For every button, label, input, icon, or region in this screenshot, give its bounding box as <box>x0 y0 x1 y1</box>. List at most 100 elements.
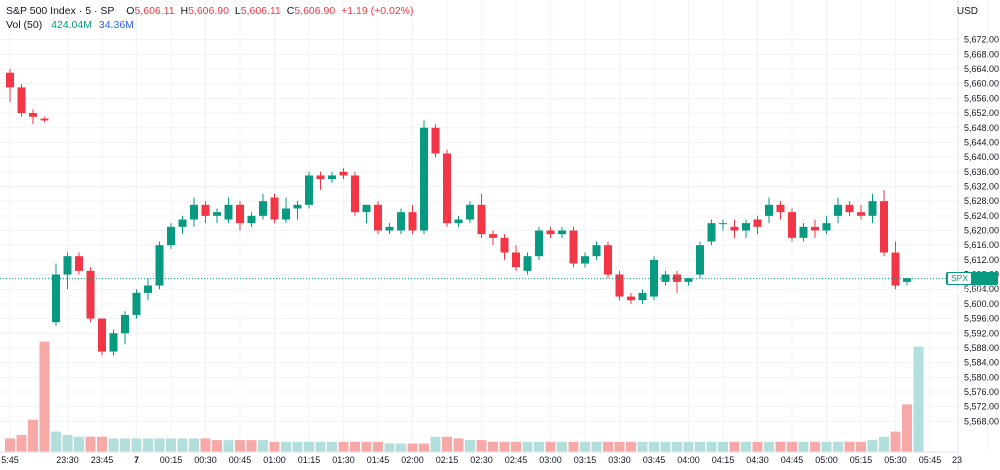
volume-bar-35 <box>407 443 418 452</box>
price-tick-label-4: 5,584.00 <box>964 358 999 368</box>
volume-bar-58 <box>672 441 682 452</box>
volume-bar-44 <box>511 441 521 452</box>
volume-bar-7 <box>85 436 96 452</box>
volume-bar-1 <box>16 435 27 452</box>
time-tick-label-22: 04:45 <box>781 455 804 465</box>
low-value: 5,606.11 <box>240 5 281 17</box>
candle-body-37 <box>431 127 440 154</box>
candle-body-34 <box>397 212 405 231</box>
candle-body-53 <box>615 274 624 297</box>
volume-bar-4 <box>51 431 61 452</box>
candle-body-68 <box>788 212 796 238</box>
candle-body-44 <box>512 252 520 268</box>
price-axis[interactable]: 5,568.00 5,572.00 5,576.00 5,580.00 5,584.00… <box>957 0 999 470</box>
candle-body-47 <box>546 230 555 235</box>
candle-body-17 <box>201 204 210 216</box>
time-tick-label-21: 04:30 <box>746 455 769 465</box>
time-tick-label-25: 05:30 <box>884 455 907 465</box>
candle-body-14 <box>167 226 175 246</box>
volume-ma-value: 34.36M <box>98 19 134 31</box>
price-tick-label-8: 5,600.00 <box>964 299 999 309</box>
price-tick-label-3: 5,580.00 <box>964 372 999 382</box>
candle-body-65 <box>753 219 762 227</box>
candle-body-40 <box>466 204 474 220</box>
time-tick-label-26: 05:45 <box>919 455 942 465</box>
candle-body-58 <box>673 274 681 282</box>
price-tick-label-5: 5,588.00 <box>964 343 999 353</box>
price-tick-label-20: 5,648.00 <box>964 123 999 133</box>
volume-bar-46 <box>534 441 544 452</box>
currency-label[interactable]: USD <box>956 6 978 17</box>
candle-body-25 <box>293 204 302 209</box>
candle-body-76 <box>880 201 888 253</box>
candle-body-27 <box>316 175 325 180</box>
price-tick-label-25: 5,668.00 <box>964 49 999 59</box>
candle-body-66 <box>765 204 773 216</box>
volume-bar-69 <box>798 441 809 452</box>
volume-bar-70 <box>810 441 820 452</box>
time-axis[interactable]: 5:45 23:30 23:45 7 00:15 00:30 00:45 01:00 01:15… <box>0 451 962 465</box>
candle-body-73 <box>845 204 854 213</box>
candle-body-22 <box>259 201 267 216</box>
candles <box>6 69 911 356</box>
candle-body-63 <box>730 226 739 231</box>
volume-bar-38 <box>442 436 452 452</box>
volume-bar-39 <box>453 438 464 452</box>
price-tick-label-24: 5,664.00 <box>964 64 999 74</box>
price-tick-label-26: 5,672.00 <box>964 35 999 45</box>
volume-bar-79 <box>913 346 924 452</box>
volume-bar-78 <box>902 404 912 452</box>
price-tick-label-21: 5,652.00 <box>964 108 999 118</box>
last-price-symbol: SPX <box>948 273 972 285</box>
time-tick-label-27: 23 <box>952 455 962 465</box>
volume-bar-41 <box>476 440 487 452</box>
chart-grid <box>0 0 988 452</box>
volume-bar-13 <box>154 438 165 452</box>
price-tick-label-9: 5,604.00 <box>964 284 999 294</box>
price-tick-label-19: 5,644.00 <box>964 137 999 147</box>
candle-body-74 <box>857 212 865 216</box>
time-tick-label-5: 00:30 <box>194 455 217 465</box>
volume-bar-12 <box>143 438 153 452</box>
change-value: +1.19 (+0.02%) <box>341 5 414 17</box>
candle-body-71 <box>822 223 831 231</box>
price-tick-label-13: 5,620.00 <box>964 226 999 236</box>
time-tick-label-8: 01:15 <box>298 455 321 465</box>
candle-body-61 <box>707 223 716 242</box>
chart-legend: S&P 500 Index · 5 · SP O5,606.11 H5,606.… <box>6 4 414 32</box>
volume-bar-23 <box>269 441 280 452</box>
volume-bar-20 <box>235 440 245 452</box>
volume-bars <box>5 341 924 452</box>
volume-bar-28 <box>327 441 337 452</box>
candle-body-0 <box>6 72 14 88</box>
volume-bar-8 <box>97 436 107 452</box>
volume-bar-61 <box>706 441 717 452</box>
volume-bar-63 <box>729 441 740 452</box>
volume-bar-26 <box>304 441 314 452</box>
candle-body-60 <box>696 245 704 275</box>
volume-bar-29 <box>338 441 349 452</box>
volume-bar-64 <box>741 441 751 452</box>
candle-body-70 <box>811 226 819 231</box>
candle-body-31 <box>362 204 371 213</box>
symbol-title[interactable]: S&P 500 Index · 5 · SP <box>6 5 115 17</box>
candle-body-9 <box>109 333 118 352</box>
candle-body-51 <box>592 245 601 257</box>
volume-bar-40 <box>465 440 475 452</box>
volume-bar-42 <box>488 441 498 452</box>
candle-body-19 <box>224 204 233 220</box>
volume-bar-34 <box>396 443 406 452</box>
candle-body-43 <box>500 237 509 253</box>
volume-bar-27 <box>315 441 326 452</box>
price-tick-label-12: 5,616.00 <box>964 240 999 250</box>
close-value: 5,606.90 <box>294 5 336 17</box>
volume-label[interactable]: Vol (50) <box>6 19 43 31</box>
open-label: O <box>126 5 135 17</box>
volume-bar-14 <box>166 438 176 452</box>
candle-body-33 <box>385 226 394 231</box>
open-value: 5,606.11 <box>134 5 175 17</box>
candle-body-72 <box>834 204 842 216</box>
volume-bar-65 <box>752 441 763 452</box>
candle-body-49 <box>569 230 578 264</box>
